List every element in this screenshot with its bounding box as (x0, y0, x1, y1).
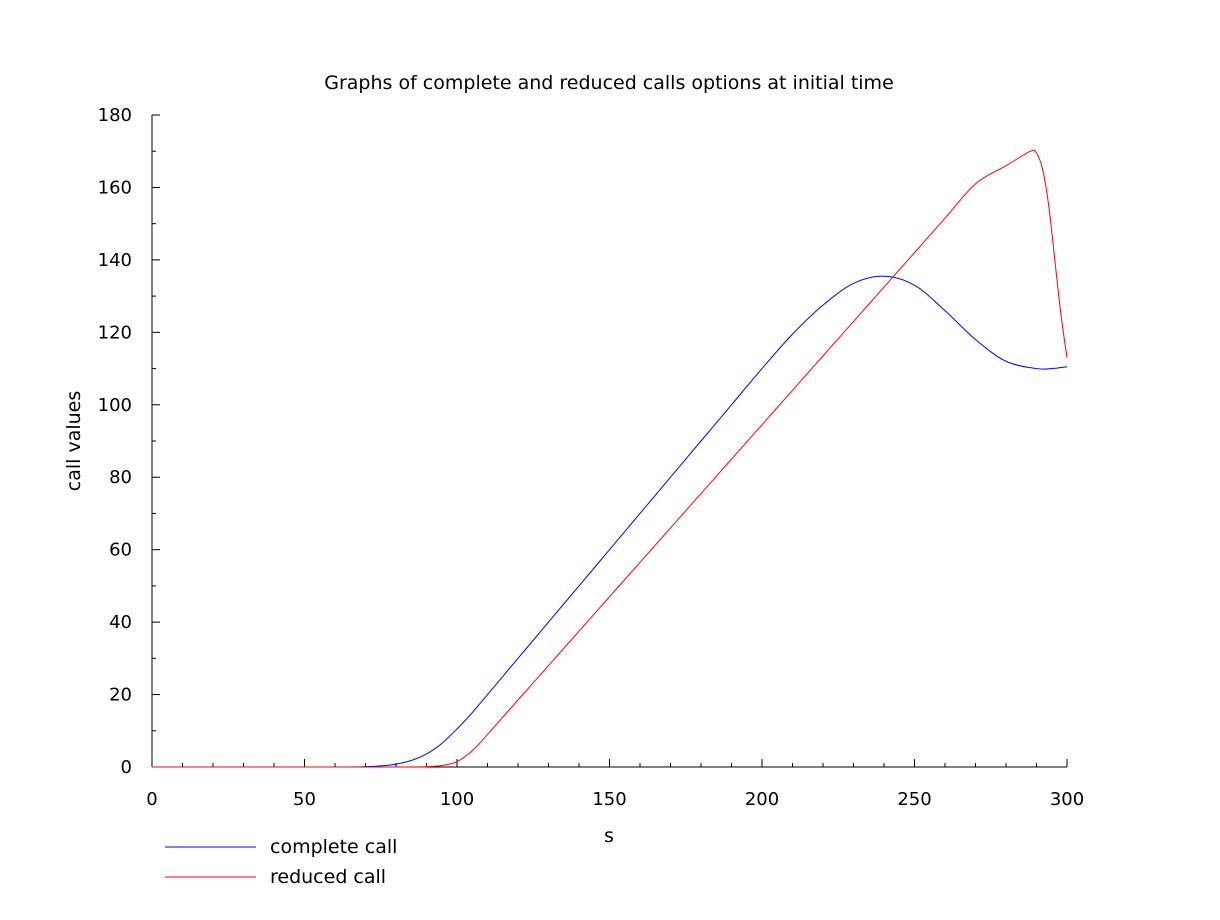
legend-label: reduced call (270, 866, 386, 888)
y-tick-label: 100 (98, 395, 132, 416)
series-line-reduced-call (151, 149, 1068, 768)
y-tick-label: 20 (109, 685, 132, 706)
x-axis-label: s (604, 825, 614, 847)
x-tick-label: 150 (592, 789, 626, 810)
y-tick-label: 60 (109, 540, 132, 561)
y-tick-label: 140 (98, 250, 132, 271)
series-line-complete-call (151, 275, 1068, 768)
legend-label: complete call (270, 836, 397, 858)
axes (151, 115, 1067, 768)
y-axis-label: call values (63, 391, 85, 491)
x-tick-label: 250 (897, 789, 931, 810)
legend: complete call reduced call (165, 836, 397, 888)
y-tick-label: 120 (98, 322, 132, 343)
plot-area (151, 149, 1068, 768)
x-tick-label: 0 (146, 789, 157, 810)
tick-labels: 0 50 100 150 200 250 300 0 20 40 60 80 100 120 140 160 1… (98, 105, 1085, 810)
y-tick-label: 80 (109, 467, 132, 488)
x-tick-label: 300 (1050, 789, 1084, 810)
x-tick-label: 200 (745, 789, 779, 810)
tick-marks (151, 114, 1068, 768)
y-tick-label: 0 (121, 757, 132, 778)
y-tick-label: 40 (109, 612, 132, 633)
x-tick-label: 100 (440, 789, 474, 810)
chart-title: Graphs of complete and reduced calls opt… (324, 72, 894, 94)
y-tick-label: 180 (98, 105, 132, 126)
x-tick-label: 50 (293, 789, 316, 810)
y-tick-label: 160 (98, 177, 132, 198)
